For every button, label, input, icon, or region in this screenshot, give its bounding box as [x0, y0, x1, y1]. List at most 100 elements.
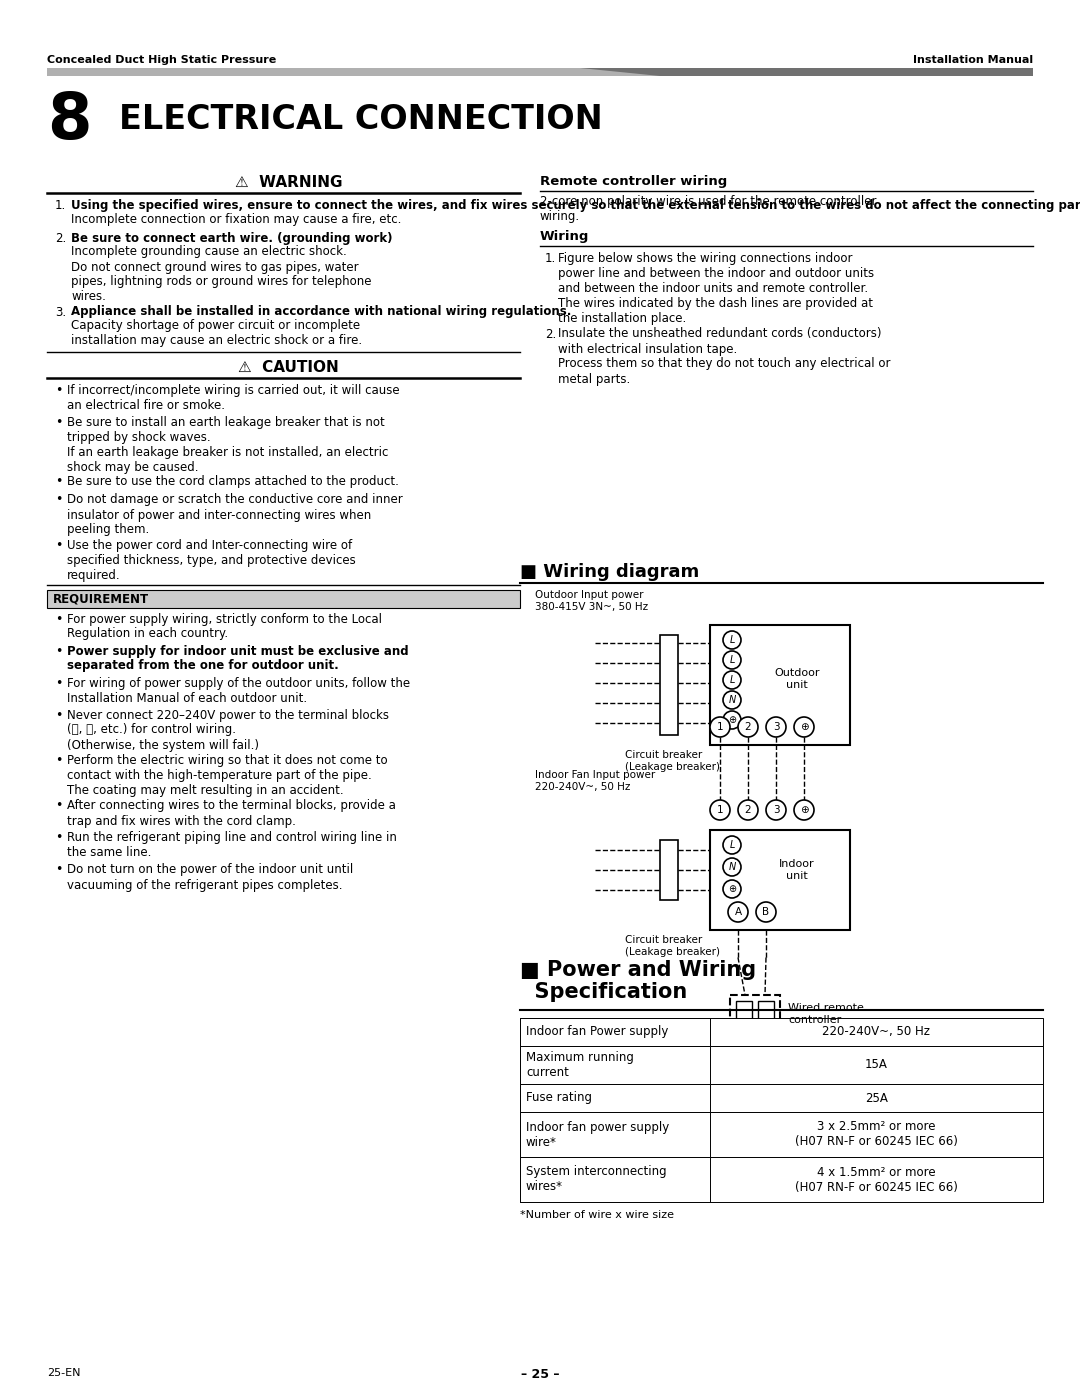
Text: 4 x 1.5mm² or more
(H07 RN-F or 60245 IEC 66): 4 x 1.5mm² or more (H07 RN-F or 60245 IE… — [795, 1165, 958, 1193]
Text: System interconnecting
wires*: System interconnecting wires* — [526, 1165, 666, 1193]
Text: Fuse rating: Fuse rating — [526, 1091, 592, 1105]
Text: •: • — [55, 754, 63, 767]
Circle shape — [710, 717, 730, 738]
Text: Indoor fan power supply
wire*: Indoor fan power supply wire* — [526, 1120, 670, 1148]
Text: N: N — [728, 862, 735, 872]
Text: If incorrect/incomplete wiring is carried out, it will cause
an electrical fire : If incorrect/incomplete wiring is carrie… — [67, 384, 400, 412]
Text: •: • — [55, 831, 63, 845]
Text: 15A: 15A — [865, 1059, 888, 1071]
Text: Maximum running
current: Maximum running current — [526, 1051, 634, 1078]
Text: •: • — [55, 493, 63, 507]
Text: 1.: 1. — [545, 251, 556, 265]
Text: Do not turn on the power of the indoor unit until
vacuuming of the refrigerant p: Do not turn on the power of the indoor u… — [67, 863, 353, 891]
Text: ELECTRICAL CONNECTION: ELECTRICAL CONNECTION — [119, 103, 603, 136]
Text: Specification: Specification — [519, 982, 687, 1002]
Text: Never connect 220–240V power to the terminal blocks
(Ⓐ, Ⓑ, etc.) for control wir: Never connect 220–240V power to the term… — [67, 708, 389, 752]
Text: Indoor
unit: Indoor unit — [779, 859, 814, 880]
Circle shape — [723, 858, 741, 876]
Text: Capacity shortage of power circuit or incomplete
installation may cause an elect: Capacity shortage of power circuit or in… — [71, 319, 362, 346]
Text: 3.: 3. — [55, 306, 66, 319]
Circle shape — [794, 717, 814, 738]
Text: 3 x 2.5mm² or more
(H07 RN-F or 60245 IEC 66): 3 x 2.5mm² or more (H07 RN-F or 60245 IE… — [795, 1120, 958, 1148]
Text: Power supply for indoor unit must be exclusive and
separated from the one for ou: Power supply for indoor unit must be exc… — [67, 644, 408, 672]
Text: ■ Wiring diagram: ■ Wiring diagram — [519, 563, 699, 581]
Text: Run the refrigerant piping line and control wiring line in
the same line.: Run the refrigerant piping line and cont… — [67, 831, 396, 859]
Text: Insulate the unsheathed redundant cords (conductors)
with electrical insulation : Insulate the unsheathed redundant cords … — [558, 327, 891, 386]
Text: 2: 2 — [745, 722, 752, 732]
Text: – 25 –: – 25 – — [521, 1368, 559, 1382]
Bar — [519, 1112, 710, 1157]
Text: For power supply wiring, strictly conform to the Local
Regulation in each countr: For power supply wiring, strictly confor… — [67, 612, 382, 640]
Text: A: A — [734, 907, 742, 916]
Text: L: L — [729, 675, 734, 685]
Bar — [519, 1046, 1043, 1084]
Text: •: • — [55, 612, 63, 626]
Circle shape — [723, 671, 741, 689]
Circle shape — [728, 902, 748, 922]
Bar — [758, 1002, 774, 1027]
Text: Do not damage or scratch the conductive core and inner
insulator of power and in: Do not damage or scratch the conductive … — [67, 493, 403, 536]
Text: ⚠  WARNING: ⚠ WARNING — [234, 175, 342, 190]
Circle shape — [766, 717, 786, 738]
Text: Figure below shows the wiring connections indoor
power line and between the indo: Figure below shows the wiring connection… — [558, 251, 874, 326]
Text: Appliance shall be installed in accordance with national wiring regulations.: Appliance shall be installed in accordan… — [71, 306, 571, 319]
Circle shape — [723, 631, 741, 650]
Text: L: L — [729, 840, 734, 849]
Text: 1: 1 — [717, 805, 724, 814]
Text: L: L — [729, 655, 734, 665]
Text: For wiring of power supply of the outdoor units, follow the
Installation Manual : For wiring of power supply of the outdoo… — [67, 676, 410, 704]
Text: •: • — [55, 475, 63, 488]
Text: ⊕: ⊕ — [799, 805, 808, 814]
Text: Concealed Duct High Static Pressure: Concealed Duct High Static Pressure — [48, 54, 276, 66]
Circle shape — [794, 800, 814, 820]
Text: •: • — [55, 644, 63, 658]
Text: ⚠  CAUTION: ⚠ CAUTION — [238, 360, 339, 374]
Circle shape — [723, 880, 741, 898]
Text: Wiring: Wiring — [540, 231, 590, 243]
Circle shape — [723, 651, 741, 669]
Text: Be sure to install an earth leakage breaker that is not
tripped by shock waves.
: Be sure to install an earth leakage brea… — [67, 416, 389, 474]
Bar — [519, 1157, 710, 1201]
Text: 2.: 2. — [545, 327, 556, 341]
Text: Be sure to connect earth wire. (grounding work): Be sure to connect earth wire. (groundin… — [71, 232, 392, 244]
Bar — [519, 1046, 710, 1084]
Text: •: • — [55, 539, 63, 552]
Text: Circuit breaker
(Leakage breaker): Circuit breaker (Leakage breaker) — [625, 935, 720, 957]
Text: 2: 2 — [745, 805, 752, 814]
Text: Incomplete connection or fixation may cause a fire, etc.: Incomplete connection or fixation may ca… — [71, 212, 402, 225]
Text: •: • — [55, 708, 63, 721]
Bar — [710, 830, 850, 930]
Text: Incomplete grounding cause an electric shock.
Do not connect ground wires to gas: Incomplete grounding cause an electric s… — [71, 246, 372, 303]
Text: ⊕: ⊕ — [728, 884, 737, 894]
Circle shape — [723, 711, 741, 729]
Text: •: • — [55, 799, 63, 813]
Bar — [48, 590, 519, 608]
Text: L: L — [729, 636, 734, 645]
Text: Outdoor
unit: Outdoor unit — [774, 668, 820, 690]
Text: ⊕: ⊕ — [728, 715, 737, 725]
Circle shape — [766, 800, 786, 820]
Circle shape — [738, 800, 758, 820]
Text: 2.: 2. — [55, 232, 66, 244]
Polygon shape — [580, 68, 1032, 75]
Text: ⊕: ⊕ — [799, 722, 808, 732]
Bar — [660, 840, 678, 900]
Text: After connecting wires to the terminal blocks, provide a
trap and fix wires with: After connecting wires to the terminal b… — [67, 799, 396, 827]
Text: 8: 8 — [48, 89, 92, 152]
Bar — [519, 1112, 1043, 1157]
Text: 1.: 1. — [55, 198, 66, 212]
Text: 3: 3 — [772, 722, 780, 732]
Bar — [519, 1084, 710, 1112]
Text: Use the power cord and Inter-connecting wire of
specified thickness, type, and p: Use the power cord and Inter-connecting … — [67, 539, 355, 583]
Circle shape — [723, 692, 741, 710]
Text: •: • — [55, 416, 63, 429]
Text: Wired remote
controller: Wired remote controller — [788, 1003, 864, 1025]
Circle shape — [710, 800, 730, 820]
Bar — [519, 1084, 1043, 1112]
Polygon shape — [48, 68, 680, 75]
Text: •: • — [55, 384, 63, 397]
Text: 2-core non polarity wire is used for the remote controller
wiring.: 2-core non polarity wire is used for the… — [540, 196, 877, 224]
Bar — [710, 624, 850, 745]
Bar — [735, 1002, 752, 1027]
Text: Installation Manual: Installation Manual — [913, 54, 1032, 66]
